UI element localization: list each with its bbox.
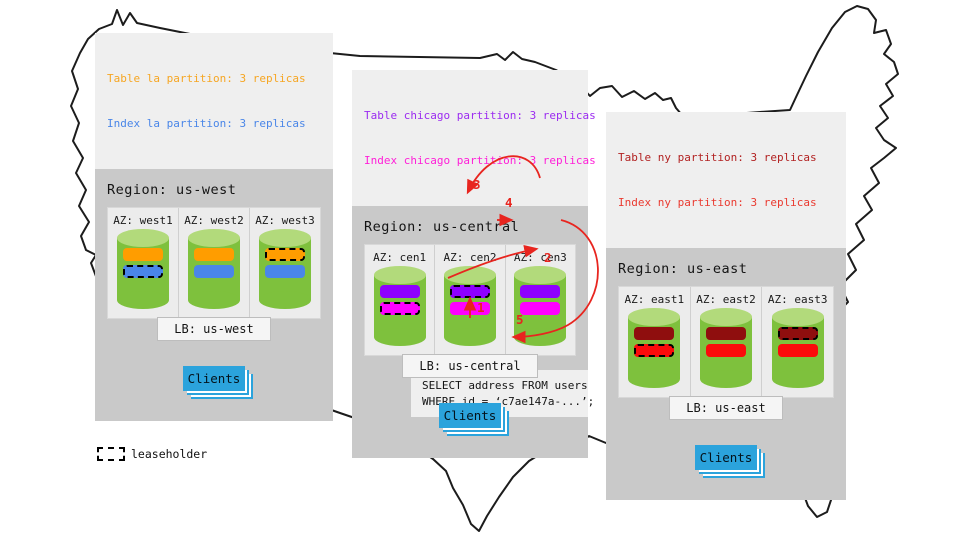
index-partition-replica [379, 302, 420, 315]
db-node-cylinder [373, 266, 426, 346]
arrow-step-2: 2 [544, 250, 552, 265]
index-partition-label: Index ny partition: 3 replicas [618, 196, 817, 209]
az-east1: AZ: east1 [619, 287, 691, 397]
partition-annotation: Table chicago partition: 3 replicas Inde… [352, 70, 596, 206]
az-label: AZ: cen2 [443, 251, 497, 264]
region-title: Region: us-central [364, 219, 520, 235]
db-node-cylinder [443, 266, 496, 346]
index-partition-replica [634, 344, 675, 357]
az-label: AZ: east3 [767, 293, 828, 306]
partition-annotation: Table la partition: 3 replicas Index la … [95, 33, 333, 169]
table-partition-replica [123, 248, 163, 261]
clients-button: Clients [439, 403, 501, 428]
clients-button: Clients [183, 366, 245, 391]
sql-line-1: SELECT address FROM users [422, 379, 588, 392]
region-card-us-east: Table ny partition: 3 replicas Index ny … [606, 112, 846, 500]
leaseholder-legend: leaseholder [97, 447, 207, 461]
az-label: AZ: cen3 [513, 251, 567, 264]
index-partition-label: Index la partition: 3 replicas [107, 117, 306, 130]
az-label: AZ: cen1 [373, 251, 427, 264]
partition-annotation: Table ny partition: 3 replicas Index ny … [606, 112, 846, 248]
az-cen2: AZ: cen2 [435, 245, 506, 355]
az-container: AZ: east1 AZ: east2 AZ: east3 [618, 286, 834, 398]
table-partition-replica [706, 327, 746, 340]
db-node-cylinder [700, 308, 752, 388]
table-partition-replica [265, 248, 305, 261]
az-label: AZ: west3 [255, 214, 315, 227]
az-label: AZ: west2 [184, 214, 244, 227]
az-label: AZ: east1 [624, 293, 685, 306]
db-node-cylinder [117, 229, 169, 309]
table-partition-replica [449, 285, 490, 298]
leaseholder-swatch [97, 447, 125, 461]
region-body: Region: us-west AZ: west1 AZ: west2 [95, 169, 333, 421]
region-body: Region: us-central AZ: cen1 AZ: cen2 [352, 206, 588, 458]
arrow-step-3: 3 [473, 177, 481, 192]
az-cen3: AZ: cen3 [506, 245, 575, 355]
az-label: AZ: east2 [696, 293, 756, 306]
index-partition-replica [777, 344, 818, 357]
db-node-cylinder [188, 229, 240, 309]
db-node-cylinder [628, 308, 681, 388]
az-cen1: AZ: cen1 [365, 245, 436, 355]
index-partition-replica [123, 265, 163, 278]
index-partition-replica [194, 265, 234, 278]
index-partition-replica [265, 265, 305, 278]
arrow-step-5: 5 [516, 312, 524, 327]
region-card-us-west: Table la partition: 3 replicas Index la … [95, 33, 333, 421]
table-partition-replica [777, 327, 818, 340]
db-node-cylinder [514, 266, 567, 346]
table-partition-replica [520, 285, 561, 298]
clients-button: Clients [695, 445, 757, 470]
load-balancer: LB: us-west [157, 317, 271, 341]
table-partition-replica [194, 248, 234, 261]
db-node-cylinder [771, 308, 824, 388]
arrow-step-4: 4 [505, 195, 513, 210]
az-label: AZ: west1 [113, 214, 173, 227]
az-west1: AZ: west1 [108, 208, 179, 318]
az-west2: AZ: west2 [179, 208, 250, 318]
table-partition-label: Table ny partition: 3 replicas [618, 151, 817, 164]
db-node-cylinder [259, 229, 311, 309]
table-partition-replica [379, 285, 420, 298]
index-partition-label: Index chicago partition: 3 replicas [364, 154, 596, 167]
load-balancer: LB: us-central [402, 354, 538, 378]
table-partition-replica [634, 327, 675, 340]
load-balancer: LB: us-east [669, 396, 783, 420]
table-partition-label: Table chicago partition: 3 replicas [364, 109, 596, 122]
index-partition-replica [706, 344, 746, 357]
leaseholder-label: leaseholder [131, 447, 208, 461]
region-title: Region: us-east [618, 261, 748, 277]
region-card-us-central: Table chicago partition: 3 replicas Inde… [352, 70, 596, 458]
arrow-step-1: 1 [477, 300, 485, 315]
index-partition-replica [520, 302, 561, 315]
az-east3: AZ: east3 [762, 287, 833, 397]
region-body: Region: us-east AZ: east1 AZ: east2 [606, 248, 846, 500]
region-title: Region: us-west [107, 182, 237, 198]
az-container: AZ: west1 AZ: west2 AZ: west3 [107, 207, 321, 319]
az-west3: AZ: west3 [250, 208, 320, 318]
az-east2: AZ: east2 [691, 287, 763, 397]
table-partition-label: Table la partition: 3 replicas [107, 72, 306, 85]
